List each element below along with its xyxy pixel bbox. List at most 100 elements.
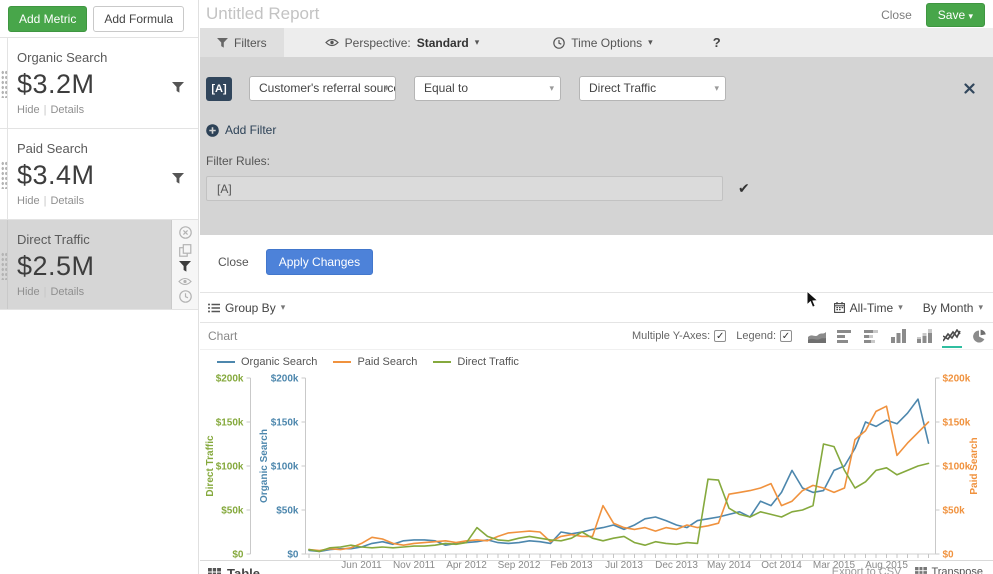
filter-rules-label: Filter Rules:: [206, 154, 271, 168]
export-csv-button[interactable]: Export to CSV: [831, 566, 902, 574]
svg-text:$50k: $50k: [943, 506, 966, 517]
hide-link[interactable]: Hide: [17, 104, 40, 116]
copy-icon[interactable]: [178, 243, 192, 257]
svg-text:Organic Search: Organic Search: [259, 429, 270, 503]
legend-item[interactable]: Paid Search: [333, 356, 417, 368]
eye-icon: [324, 38, 339, 47]
svg-text:$50k: $50k: [221, 506, 244, 517]
check-icon: ✔: [738, 180, 750, 196]
report-title: Untitled Report: [206, 4, 320, 23]
svg-text:Jun 2011: Jun 2011: [341, 560, 382, 571]
plus-circle-icon: [206, 123, 219, 137]
transpose-button[interactable]: Transpose: [915, 566, 983, 574]
tab-time-options[interactable]: Time Options ▾: [536, 28, 669, 57]
svg-text:$100k: $100k: [216, 462, 244, 473]
filter-value-dropdown[interactable]: Direct Traffic ▾: [579, 76, 726, 101]
svg-text:$50k: $50k: [276, 506, 299, 517]
close-x-icon: [964, 83, 975, 94]
svg-text:Aug 2015: Aug 2015: [865, 560, 908, 571]
area-chart-icon[interactable]: [808, 329, 826, 343]
group-by-dropdown[interactable]: Group By ▾: [208, 301, 285, 315]
details-link[interactable]: Details: [50, 104, 85, 116]
metrics-sidebar: Add Metric Add Formula Organic Search $3…: [0, 0, 199, 574]
metric-card-direct-traffic[interactable]: Direct Traffic $2.5M Hide | Details: [0, 219, 198, 310]
filter-operator-dropdown[interactable]: Equal to ▾: [414, 76, 561, 101]
pie-chart-icon[interactable]: [972, 329, 987, 343]
filter-badge: [A]: [206, 76, 232, 101]
bar-vertical-icon[interactable]: [891, 329, 906, 343]
drag-handle[interactable]: [0, 220, 8, 309]
sidebar-header: Add Metric Add Formula: [0, 0, 198, 37]
metric-links: Hide | Details: [17, 195, 85, 207]
details-link[interactable]: Details: [50, 195, 85, 207]
legend-item[interactable]: Direct Traffic: [433, 356, 519, 368]
grid-icon: [915, 566, 928, 574]
add-metric-button[interactable]: Add Metric: [8, 5, 88, 32]
svg-text:$0: $0: [287, 550, 299, 561]
help-button[interactable]: ?: [712, 35, 721, 50]
drag-handle[interactable]: [0, 38, 8, 128]
drag-handle-icon: [1, 252, 7, 280]
drag-handle[interactable]: [0, 129, 8, 219]
bar-horizontal-icon[interactable]: [837, 329, 853, 343]
svg-text:Mar 2015: Mar 2015: [813, 560, 856, 571]
clock-icon: [553, 36, 566, 49]
filter-panel: [A] Customer's referral source ▾ Equal to…: [200, 57, 993, 235]
chart-section-title: Chart: [208, 329, 238, 343]
filter-icon[interactable]: [179, 261, 191, 272]
bar-horizontal-stacked-icon[interactable]: [864, 329, 880, 343]
filter-icon[interactable]: [172, 173, 184, 184]
report-header: Untitled Report Close Save ▾: [200, 0, 993, 28]
legend-checkbox[interactable]: ✓: [780, 330, 792, 342]
chart-header: Chart Multiple Y-Axes: ✓ Legend: ✓: [200, 323, 993, 350]
metric-name: Direct Traffic: [17, 232, 90, 247]
caret-down-icon: ▾: [978, 302, 983, 312]
chart-legend: Organic Search Paid Search Direct Traffi…: [217, 356, 519, 368]
remove-filter-button[interactable]: [964, 83, 975, 94]
chart-type-switcher: [808, 329, 987, 348]
close-report-button[interactable]: Close: [881, 8, 912, 22]
legend-item[interactable]: Organic Search: [217, 356, 317, 368]
tab-perspective[interactable]: Perspective: Standard ▾: [308, 28, 497, 57]
eye-icon[interactable]: [178, 277, 192, 286]
chart-body: Organic Search Paid Search Direct Traffi…: [200, 350, 993, 574]
drag-handle-icon: [1, 161, 7, 189]
details-link[interactable]: Details: [50, 286, 85, 298]
time-range-dropdown[interactable]: All-Time ▾: [833, 301, 903, 315]
svg-text:$200k: $200k: [943, 374, 971, 385]
tab-filters[interactable]: Filters: [200, 28, 284, 57]
svg-text:Oct 2014: Oct 2014: [761, 560, 802, 571]
metric-value: $3.4M: [17, 160, 95, 190]
metric-name: Paid Search: [17, 141, 88, 156]
filter-icon[interactable]: [172, 82, 184, 93]
close-filters-button[interactable]: Close: [218, 255, 249, 269]
svg-text:$150k: $150k: [216, 418, 244, 429]
line-chart[interactable]: $0 $50k $100k $150k $200k Direct Traffic $0 $50…: [200, 358, 990, 574]
chart-section: Chart Multiple Y-Axes: ✓ Legend: ✓: [200, 323, 993, 574]
add-filter-button[interactable]: Add Filter: [206, 123, 983, 137]
metric-icon-rail: [171, 220, 198, 309]
bar-vertical-stacked-icon[interactable]: [917, 329, 932, 343]
hide-link[interactable]: Hide: [17, 286, 40, 298]
metric-card-organic-search[interactable]: Organic Search $3.2M Hide | Details: [0, 37, 198, 128]
svg-text:$100k: $100k: [271, 462, 299, 473]
multiple-y-axes-checkbox[interactable]: ✓: [714, 330, 727, 342]
add-formula-button[interactable]: Add Formula: [93, 5, 185, 32]
metric-card-paid-search[interactable]: Paid Search $3.4M Hide | Details: [0, 128, 198, 219]
caret-down-icon: ▾: [714, 83, 719, 93]
apply-bar: Close Apply Changes: [200, 235, 993, 275]
line-chart-icon[interactable]: [942, 329, 962, 348]
close-circle-icon[interactable]: [178, 226, 192, 239]
save-button[interactable]: Save ▾: [925, 3, 985, 27]
caret-down-icon: ▾: [549, 83, 554, 93]
filter-rules-input[interactable]: [206, 176, 723, 201]
svg-text:Apr 2012: Apr 2012: [446, 560, 487, 571]
clock-icon[interactable]: [178, 290, 192, 303]
apply-changes-button[interactable]: Apply Changes: [265, 249, 374, 275]
filter-field-dropdown[interactable]: Customer's referral source ▾: [249, 76, 396, 101]
metric-links: Hide | Details: [17, 104, 85, 116]
hide-link[interactable]: Hide: [17, 195, 40, 207]
granularity-dropdown[interactable]: By Month ▾: [922, 300, 983, 315]
report-tab-bar: Filters Perspective: Standard ▾ Time Opti…: [200, 28, 993, 57]
svg-text:Direct Traffic: Direct Traffic: [205, 435, 216, 497]
